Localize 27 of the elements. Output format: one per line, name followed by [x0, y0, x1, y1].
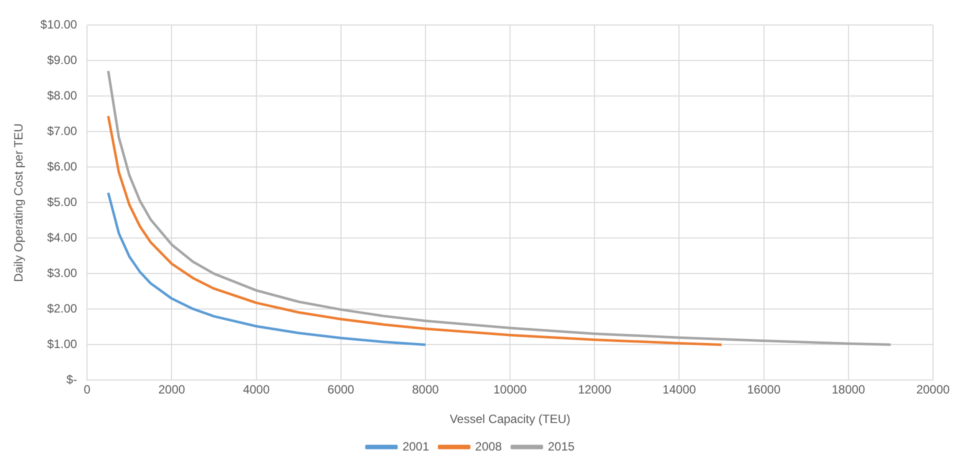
y-tick-label: $6.00 — [47, 160, 78, 174]
y-tick-label: $7.00 — [47, 124, 78, 138]
x-tick-label: 0 — [84, 382, 91, 397]
y-tick-label: $9.00 — [47, 53, 78, 68]
x-tick-label: 18000 — [832, 382, 866, 397]
y-tick-label: $8.00 — [47, 88, 78, 103]
y-tick-label: $10.00 — [40, 18, 78, 32]
y-tick-label: $3.00 — [47, 266, 78, 280]
legend-label: 2001 — [402, 439, 430, 454]
x-tick-label: 8000 — [412, 382, 440, 397]
x-tick-label: 16000 — [747, 382, 781, 397]
y-tick-label: $1.00 — [47, 337, 78, 352]
x-tick-label: 6000 — [328, 382, 355, 397]
y-tick-label: $2.00 — [47, 302, 78, 316]
legend-label: 2008 — [475, 439, 502, 454]
x-tick-label: 10000 — [493, 382, 528, 397]
x-axis-title: Vessel Capacity (TEU) — [450, 412, 570, 426]
x-tick-label: 12000 — [578, 382, 612, 397]
x-tick-label: 20000 — [916, 382, 950, 397]
legend-label: 2015 — [548, 439, 575, 454]
y-tick-label: $4.00 — [47, 230, 78, 245]
y-axis-title: Daily Operating Cost per TEU — [12, 123, 26, 282]
x-tick-label: 4000 — [242, 382, 270, 397]
y-tick-label: $- — [66, 372, 78, 387]
y-tick-label: $5.00 — [47, 195, 78, 210]
x-tick-label: 14000 — [662, 382, 696, 397]
x-tick-label: 2000 — [158, 382, 186, 397]
